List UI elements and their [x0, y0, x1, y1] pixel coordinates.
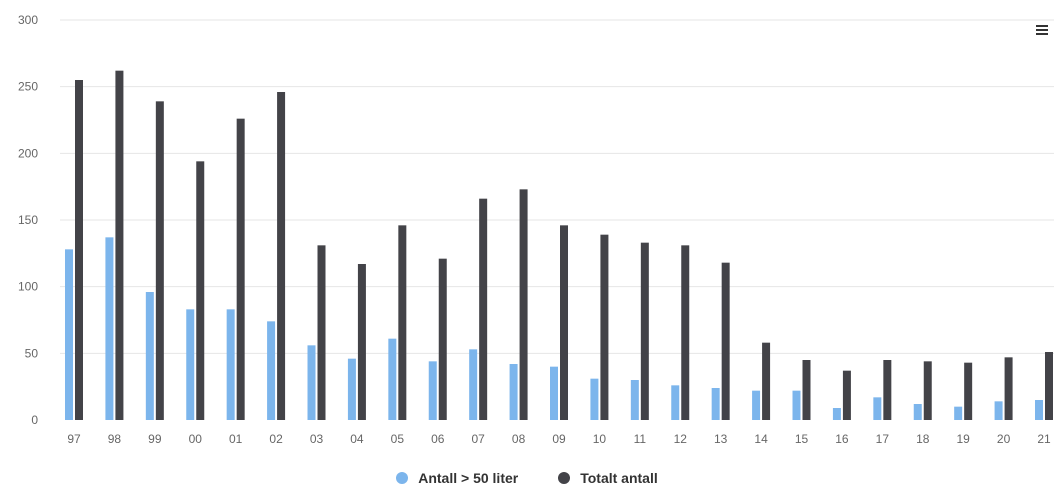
bar-antall-over-50	[388, 338, 397, 420]
bar-antall-over-50	[711, 388, 720, 420]
x-tick-label: 07	[471, 432, 485, 446]
y-tick-label: 150	[18, 213, 38, 227]
bar-totalt-antall	[357, 264, 366, 420]
bar-totalt-antall	[75, 80, 83, 420]
bar-totalt-antall	[519, 189, 528, 420]
bar-totalt-antall	[842, 370, 851, 420]
chart-legend: Antall > 50 liter Totalt antall	[0, 468, 1054, 487]
bar-antall-over-50	[65, 249, 73, 420]
bar-totalt-antall	[115, 70, 124, 421]
bar-antall-over-50	[752, 390, 761, 420]
x-tick-label: 98	[108, 432, 122, 446]
bar-totalt-antall	[600, 234, 609, 420]
bar-antall-over-50	[1035, 400, 1043, 420]
bar-totalt-antall	[964, 362, 973, 420]
x-tick-label: 20	[997, 432, 1011, 446]
bar-antall-over-50	[994, 401, 1003, 420]
chart-menu-button[interactable]	[1034, 22, 1050, 38]
x-tick-label: 16	[835, 432, 849, 446]
bar-totalt-antall	[317, 245, 326, 420]
legend-label: Antall > 50 liter	[418, 470, 519, 486]
bar-antall-over-50	[630, 380, 639, 420]
x-tick-label: 08	[512, 432, 526, 446]
menu-bar-top	[1036, 25, 1048, 27]
bar-totalt-antall	[155, 101, 164, 420]
x-tick-label: 02	[269, 432, 283, 446]
x-tick-label: 04	[350, 432, 364, 446]
y-tick-label: 200	[18, 146, 38, 160]
bar-antall-over-50	[590, 378, 599, 420]
legend-label: Totalt antall	[580, 470, 658, 486]
x-tick-label: 17	[876, 432, 890, 446]
x-tick-label: 11	[634, 432, 647, 446]
bar-totalt-antall	[681, 245, 690, 420]
x-tick-label: 10	[593, 432, 607, 446]
menu-bar-middle	[1036, 29, 1048, 31]
bar-totalt-antall	[398, 225, 407, 420]
menu-bar-bottom	[1036, 33, 1048, 35]
bar-antall-over-50	[509, 364, 518, 420]
x-tick-label: 21	[1037, 432, 1051, 446]
bar-antall-over-50	[145, 292, 154, 420]
x-tick-label: 18	[916, 432, 930, 446]
bar-totalt-antall	[721, 262, 730, 420]
bar-antall-over-50	[873, 397, 882, 420]
bar-totalt-antall	[802, 360, 811, 420]
bar-antall-over-50	[469, 349, 478, 420]
bar-totalt-antall	[883, 360, 892, 420]
x-tick-label: 09	[552, 432, 566, 446]
x-tick-label: 06	[431, 432, 445, 446]
x-tick-label: 05	[391, 432, 405, 446]
bar-antall-over-50	[954, 406, 963, 420]
bar-totalt-antall	[196, 161, 205, 421]
bar-antall-over-50	[913, 404, 922, 420]
bar-totalt-antall	[923, 361, 932, 420]
x-tick-label: 00	[189, 432, 203, 446]
bar-totalt-antall	[479, 198, 488, 420]
bar-antall-over-50	[671, 385, 680, 420]
x-tick-label: 19	[956, 432, 970, 446]
bar-antall-over-50	[832, 408, 841, 420]
y-tick-label: 100	[18, 280, 38, 294]
y-tick-label: 0	[31, 413, 38, 427]
bar-antall-over-50	[428, 361, 437, 420]
y-tick-label: 50	[25, 346, 39, 360]
x-tick-label: 99	[148, 432, 162, 446]
y-tick-label: 250	[18, 80, 38, 94]
bar-antall-over-50	[105, 237, 114, 420]
bar-totalt-antall	[1045, 352, 1053, 420]
bar-totalt-antall	[560, 225, 568, 420]
bar-antall-over-50	[550, 366, 558, 420]
x-tick-label: 13	[714, 432, 728, 446]
x-tick-label: 03	[310, 432, 324, 446]
bar-antall-over-50	[307, 345, 316, 420]
legend-item-antall-over-50[interactable]: Antall > 50 liter	[396, 470, 518, 486]
legend-marker-icon	[558, 472, 571, 484]
bar-antall-over-50	[267, 321, 276, 420]
x-tick-label: 12	[674, 432, 688, 446]
y-tick-label: 300	[18, 13, 38, 27]
x-tick-label: 15	[795, 432, 809, 446]
x-tick-label: 97	[67, 432, 81, 446]
legend-marker-icon	[396, 472, 409, 484]
bar-totalt-antall	[640, 242, 649, 420]
x-tick-label: 14	[754, 432, 768, 446]
bar-totalt-antall	[277, 92, 286, 420]
x-tick-label: 01	[229, 432, 243, 446]
bar-antall-over-50	[792, 390, 801, 420]
bar-antall-over-50	[347, 358, 356, 420]
bar-totalt-antall	[438, 258, 447, 420]
bar-antall-over-50	[226, 309, 235, 420]
legend-item-totalt-antall[interactable]: Totalt antall	[558, 470, 658, 486]
bar-totalt-antall	[1004, 357, 1013, 420]
bar-totalt-antall	[236, 118, 245, 421]
bar-totalt-antall	[762, 342, 771, 420]
bar-antall-over-50	[186, 309, 195, 420]
